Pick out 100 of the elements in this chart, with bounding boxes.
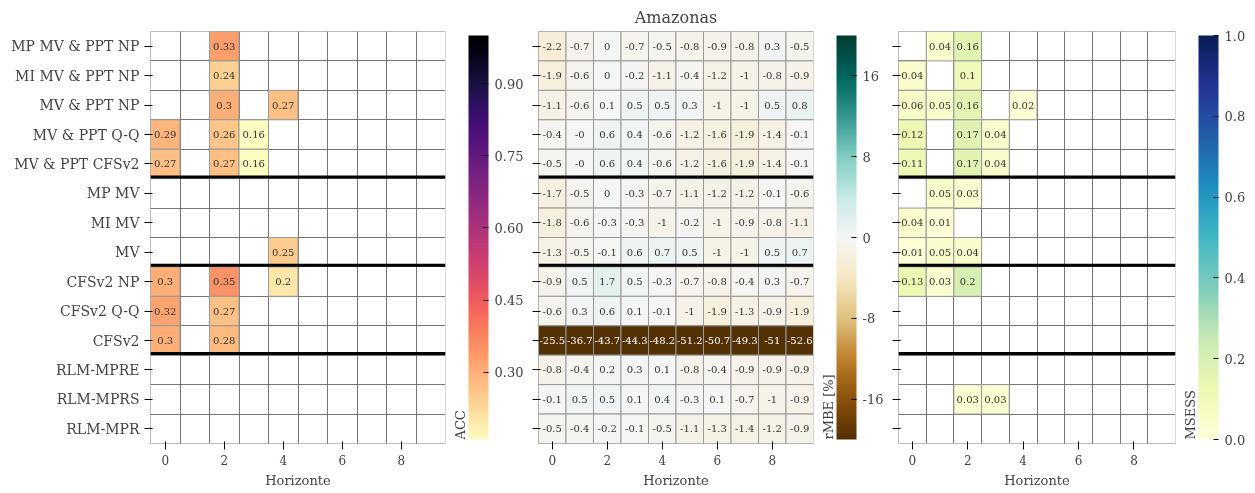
data-label: 0.04 <box>956 246 979 258</box>
data-label: 0.3 <box>681 99 698 111</box>
data-label: -1.9 <box>790 305 810 317</box>
data-label: -1.9 <box>735 158 755 170</box>
color-bar-label: 0.75 <box>494 148 524 164</box>
data-label: 0.5 <box>654 99 671 111</box>
data-label: 0.25 <box>272 246 295 258</box>
color-bar-title: MSESS <box>1182 390 1198 440</box>
data-label: 0.5 <box>571 276 588 288</box>
data-label: 0.03 <box>984 393 1007 405</box>
data-label: 0.3 <box>764 276 781 288</box>
x-tick-label: 2 <box>220 453 229 468</box>
y-tick-label: RLM-MPR <box>66 420 140 437</box>
x-tick-label: 4 <box>279 453 288 468</box>
data-label: -0.3 <box>625 187 645 199</box>
data-label: -0.8 <box>680 40 700 52</box>
data-label: 0.03 <box>956 187 979 199</box>
data-label: -1.9 <box>735 129 755 140</box>
color-bar-label: 0.8 <box>1224 109 1246 125</box>
data-label: 0.5 <box>764 246 781 258</box>
data-label: -1.6 <box>707 129 727 140</box>
chart-title: Amazonas <box>633 7 718 27</box>
data-label: 0.5 <box>571 393 588 405</box>
x-tick-label: 4 <box>658 453 667 468</box>
data-label: -0.9 <box>790 364 810 376</box>
data-label: 0.5 <box>626 276 643 288</box>
data-label: -0.9 <box>707 40 727 52</box>
data-label: 0.04 <box>928 40 952 52</box>
data-label: -1.4 <box>735 423 755 435</box>
data-label: -1.1 <box>680 423 700 435</box>
color-bar-label: 16 <box>862 68 880 84</box>
data-label: 0.7 <box>791 246 808 258</box>
data-label: -1.9 <box>542 70 562 82</box>
data-label: -25.5 <box>539 335 566 346</box>
data-label: 0.1 <box>599 99 616 111</box>
data-label: 0.05 <box>928 99 952 111</box>
data-label: 0.7 <box>654 246 671 258</box>
data-label: 0.6 <box>599 305 616 317</box>
data-label: -44.3 <box>621 335 648 346</box>
data-label: 0 <box>604 70 611 82</box>
data-label: -1 <box>712 217 723 229</box>
data-label: -0.7 <box>625 40 645 52</box>
data-label: 0.32 <box>154 305 177 317</box>
y-tick-label: MV & PPT Q-Q <box>32 126 140 143</box>
data-label: -0.1 <box>597 246 617 258</box>
data-label: -1.4 <box>762 129 782 140</box>
data-label: -49.3 <box>731 335 758 346</box>
x-tick-label: 0 <box>548 453 557 468</box>
color-bar-label: -16 <box>862 392 884 408</box>
data-label: 0.2 <box>275 276 292 288</box>
data-label: -1 <box>739 246 750 258</box>
data-label: 0 <box>604 187 611 199</box>
data-label: 0.04 <box>901 70 924 82</box>
data-label: -0.1 <box>542 393 562 405</box>
data-label: -0.5 <box>570 246 590 258</box>
data-label: -0.4 <box>570 364 590 376</box>
color-bar-label: 1.0 <box>1224 28 1246 44</box>
data-label: -1.3 <box>542 246 562 258</box>
data-label: 0.16 <box>242 129 265 140</box>
data-label: -0.6 <box>652 158 672 170</box>
data-label: -0.6 <box>570 70 590 82</box>
color-bar-label: 0.0 <box>1224 432 1246 448</box>
x-tick-label: 2 <box>603 453 612 468</box>
data-label: -1 <box>712 99 723 111</box>
y-tick-label: MP MV & PPT NP <box>11 38 140 55</box>
data-label: 0.6 <box>599 129 616 140</box>
color-bar-label: -8 <box>862 311 876 327</box>
data-label: -0.7 <box>735 393 755 405</box>
x-axis-title: Horizonte <box>1004 472 1071 488</box>
data-label: -52.6 <box>786 335 813 346</box>
data-label: 1.7 <box>599 276 616 288</box>
data-label: -1 <box>767 393 778 405</box>
data-label: -0.9 <box>735 364 755 376</box>
data-label: -0.4 <box>570 423 590 435</box>
data-label: -0.5 <box>542 423 562 435</box>
data-label: -1.2 <box>680 129 700 140</box>
data-label: -1.2 <box>707 70 727 82</box>
data-label: -0.3 <box>652 276 672 288</box>
data-label: -1.9 <box>707 305 727 317</box>
data-label: -0.9 <box>735 217 755 229</box>
data-label: -1.8 <box>542 217 562 229</box>
data-label: 0.13 <box>901 276 924 288</box>
data-label: 0.16 <box>956 99 979 111</box>
data-label: -36.7 <box>566 335 593 346</box>
data-label: -0.9 <box>790 70 810 82</box>
data-label: 0.6 <box>626 246 643 258</box>
data-label: 0.27 <box>213 305 236 317</box>
x-tick-label: 2 <box>963 453 972 468</box>
x-tick-label: 8 <box>768 453 777 468</box>
data-label: -0.2 <box>625 70 645 82</box>
data-label: -0 <box>574 158 585 170</box>
data-label: -0.1 <box>652 305 672 317</box>
data-label: -1 <box>739 99 750 111</box>
color-bar-label: 8 <box>862 149 871 165</box>
data-label: 0.3 <box>216 99 233 111</box>
x-axis-title: Horizonte <box>643 472 710 488</box>
data-label: 0.27 <box>213 158 236 170</box>
color-bar-label: 0.6 <box>1224 190 1246 206</box>
data-label: -0.9 <box>790 393 810 405</box>
data-label: -0.3 <box>625 217 645 229</box>
